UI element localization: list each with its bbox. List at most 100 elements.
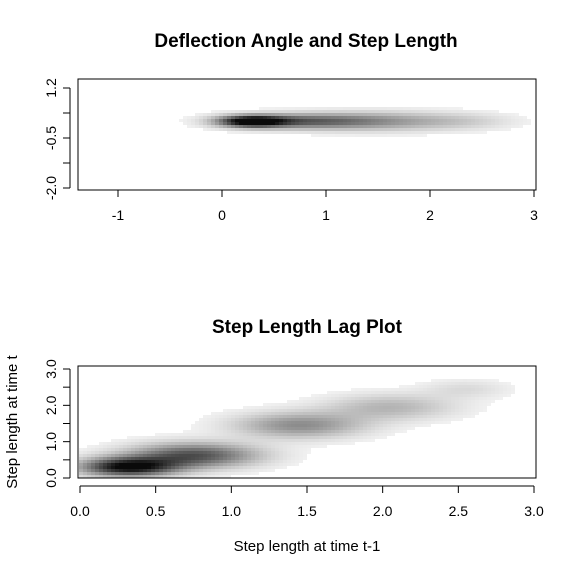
lag-density-cell (391, 427, 395, 430)
lag-density-cell (431, 418, 435, 421)
lag-density-cell (147, 466, 151, 469)
deflection-density-cell (311, 110, 315, 113)
lag-density-cell (479, 382, 483, 385)
lag-density-cell (463, 394, 467, 397)
lag-density-cell (279, 403, 283, 406)
deflection-density-cell (283, 119, 287, 122)
lag-density-cell (479, 406, 483, 409)
lag-density-cell (271, 469, 275, 472)
deflection-density-cell (415, 122, 419, 125)
lag-density-cell (235, 454, 239, 457)
deflection-density-cell (359, 116, 363, 119)
lag-density-cell (123, 451, 127, 454)
lag-density-cell (127, 439, 131, 442)
lag-density-cell (355, 406, 359, 409)
lag-density-cell (195, 445, 199, 448)
deflection-density-cell (351, 110, 355, 113)
lag-density-cell (227, 454, 231, 457)
deflection-density-cell (375, 122, 379, 125)
lag-density-cell (235, 427, 239, 430)
lag-density-cell (223, 412, 227, 415)
lag-density-cell (303, 397, 307, 400)
lag-density-cell (463, 403, 467, 406)
deflection-density-cell (219, 125, 223, 128)
lag-density-cell (319, 400, 323, 403)
deflection-density-cell (479, 116, 483, 119)
deflection-density-cell (211, 125, 215, 128)
deflection-density-cell (399, 128, 403, 131)
lag-density-cell (331, 427, 335, 430)
lag-density-cell (319, 445, 323, 448)
lag-density-cell (247, 439, 251, 442)
lag-density-cell (231, 469, 235, 472)
lag-density-cell (403, 424, 407, 427)
deflection-density-cell (431, 107, 435, 110)
lag-density-cell (119, 466, 123, 469)
lag-density-cell (407, 400, 411, 403)
lag-density-cell (467, 400, 471, 403)
lag-density-cell (99, 448, 103, 451)
lag-density-cell (407, 424, 411, 427)
deflection-density-cell (507, 122, 511, 125)
lag-density-cell (447, 397, 451, 400)
lag-density-cell (259, 460, 263, 463)
lag-density-cell (155, 439, 159, 442)
deflection-density-cell (335, 131, 339, 134)
deflection-density-cell (435, 110, 439, 113)
lag-density-cell (371, 430, 375, 433)
lag-density-cell (399, 397, 403, 400)
lag-density-cell (119, 439, 123, 442)
lag-density-cell (103, 463, 107, 466)
lag-density-cell (363, 397, 367, 400)
lag-density-cell (387, 412, 391, 415)
deflection-density-cell (487, 110, 491, 113)
deflection-density-cell (307, 119, 311, 122)
lag-density-cell (363, 421, 367, 424)
lag-density-cell (327, 403, 331, 406)
lag-density-cell (351, 415, 355, 418)
lag-density-cell (299, 424, 303, 427)
deflection-density-cell (527, 119, 531, 122)
deflection-density-cell (287, 125, 291, 128)
lag-density-cell (327, 439, 331, 442)
lag-density-cell (355, 439, 359, 442)
lag-density-cell (147, 457, 151, 460)
lag-density-cell (427, 391, 431, 394)
lag-density-cell (167, 469, 171, 472)
deflection-density-cell (259, 107, 263, 110)
lag-density-cell (367, 409, 371, 412)
lag-density-cell (83, 463, 87, 466)
deflection-density-cell (391, 128, 395, 131)
lag-density-cell (339, 415, 343, 418)
lag-density-cell (211, 436, 215, 439)
lag-density-cell (327, 433, 331, 436)
deflection-density-cell (287, 128, 291, 131)
lag-density-cell (447, 385, 451, 388)
lag-density-cell (179, 442, 183, 445)
lag-density-cell (223, 433, 227, 436)
lag-density-cell (191, 460, 195, 463)
lag-density-cell (431, 397, 435, 400)
lag-density-cell (263, 451, 267, 454)
lag-density-cell (187, 430, 191, 433)
deflection-density-cell (387, 122, 391, 125)
lag-density-cell (491, 382, 495, 385)
deflection-density-cell (207, 128, 211, 131)
lag-density-cell (119, 469, 123, 472)
deflection-density-cell (455, 107, 459, 110)
lag-density-cell (215, 427, 219, 430)
deflection-density-cell (407, 119, 411, 122)
deflection-density-cell (403, 116, 407, 119)
deflection-density-cell (251, 119, 255, 122)
deflection-density-cell (355, 119, 359, 122)
deflection-density-cell (315, 125, 319, 128)
lag-density-cell (227, 436, 231, 439)
lag-density-cell (271, 430, 275, 433)
deflection-density-cell (459, 116, 463, 119)
lag-density-cell (99, 454, 103, 457)
deflection-density-cell (423, 116, 427, 119)
lag-density-cell (211, 439, 215, 442)
lag-density-cell (271, 451, 275, 454)
lag-density-cell (235, 451, 239, 454)
lag-density-cell (283, 454, 287, 457)
